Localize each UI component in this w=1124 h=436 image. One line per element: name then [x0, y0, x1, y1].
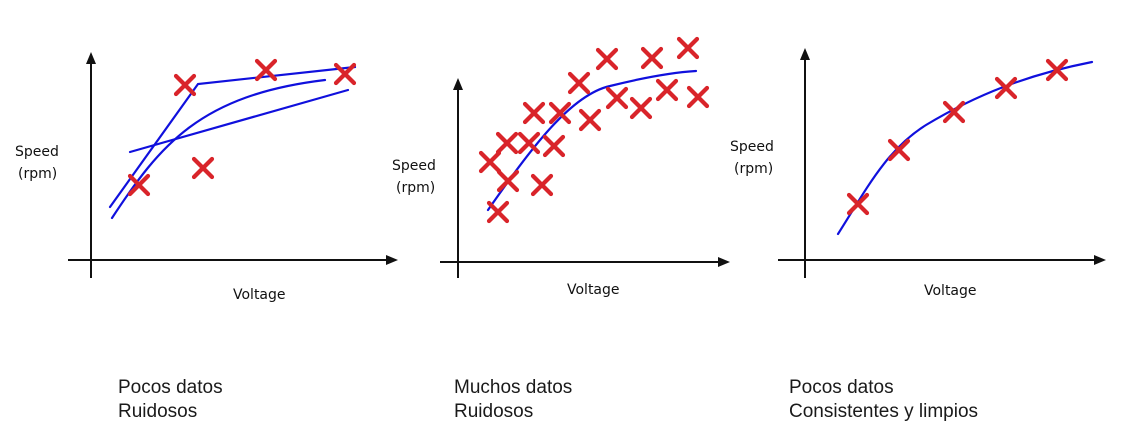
- x-axis-arrow: [718, 257, 730, 267]
- caption-line2: Ruidosos: [118, 401, 198, 422]
- y-axis-arrow: [453, 78, 463, 90]
- data-point-marker: [640, 46, 664, 70]
- data-point-marker: [686, 85, 710, 109]
- fit-curves: [486, 69, 698, 212]
- data-point-marker: [127, 173, 151, 197]
- x-axis-arrow: [386, 255, 398, 265]
- data-point-marker: [567, 71, 591, 95]
- x-axis-arrow: [1094, 255, 1106, 265]
- data-point-marker: [478, 150, 502, 174]
- caption-panel-3: Pocos datos Consistentes y limpios: [789, 376, 978, 424]
- caption-line2: Consistentes y limpios: [789, 401, 979, 422]
- data-point-marker: [595, 47, 619, 71]
- data-point-marker: [522, 101, 546, 125]
- data-point-marker: [887, 138, 911, 162]
- data-markers: [478, 36, 710, 224]
- data-point-marker: [517, 131, 541, 155]
- data-point-marker: [629, 96, 653, 120]
- caption-panel-2: Muchos datos Ruidosos: [454, 376, 572, 424]
- plot-panel-2: Speed (rpm) Voltage: [392, 36, 730, 298]
- data-point-marker: [542, 134, 566, 158]
- y-axis-arrow: [86, 52, 96, 64]
- caption-line1: Pocos datos: [789, 377, 894, 398]
- data-point-marker: [578, 108, 602, 132]
- x-axis-label: Voltage: [567, 282, 620, 298]
- x-axis-label: Voltage: [924, 283, 977, 299]
- caption-panel-1: Pocos datos Ruidosos: [118, 376, 223, 424]
- data-point-marker: [655, 78, 679, 102]
- fit-curve: [108, 65, 357, 209]
- data-point-marker: [254, 58, 278, 82]
- y-axis-label-line2: (rpm): [734, 161, 773, 177]
- caption-line2: Ruidosos: [454, 401, 534, 422]
- data-point-marker: [486, 200, 510, 224]
- fit-curves: [836, 60, 1094, 236]
- y-axis-label-line1: Speed: [392, 158, 436, 174]
- caption-line1: Pocos datos: [118, 377, 223, 398]
- data-point-marker: [846, 192, 870, 216]
- data-point-marker: [495, 131, 519, 155]
- data-point-marker: [942, 100, 966, 124]
- data-point-marker: [173, 73, 197, 97]
- data-point-marker: [548, 101, 572, 125]
- plot-panel-3: Speed (rpm) Voltage: [730, 48, 1106, 299]
- y-axis-arrow: [800, 48, 810, 60]
- data-point-marker: [605, 86, 629, 110]
- data-markers: [127, 58, 357, 197]
- y-axis-label-line1: Speed: [730, 139, 774, 155]
- y-axis-label-line2: (rpm): [396, 180, 435, 196]
- caption-line1: Muchos datos: [454, 377, 573, 398]
- fit-curve: [128, 88, 350, 154]
- fit-curve: [486, 69, 698, 212]
- data-point-marker: [191, 156, 215, 180]
- y-axis-label-line2: (rpm): [18, 166, 57, 182]
- data-point-marker: [676, 36, 700, 60]
- data-point-marker: [530, 173, 554, 197]
- data-point-marker: [333, 62, 357, 86]
- x-axis-label: Voltage: [233, 287, 286, 303]
- plot-panel-1: Speed (rpm) Voltage: [15, 52, 398, 303]
- data-markers: [846, 58, 1069, 216]
- fit-curve: [836, 60, 1094, 236]
- data-point-marker: [994, 76, 1018, 100]
- data-point-marker: [496, 169, 520, 193]
- data-point-marker: [1045, 58, 1069, 82]
- y-axis-label-line1: Speed: [15, 144, 59, 160]
